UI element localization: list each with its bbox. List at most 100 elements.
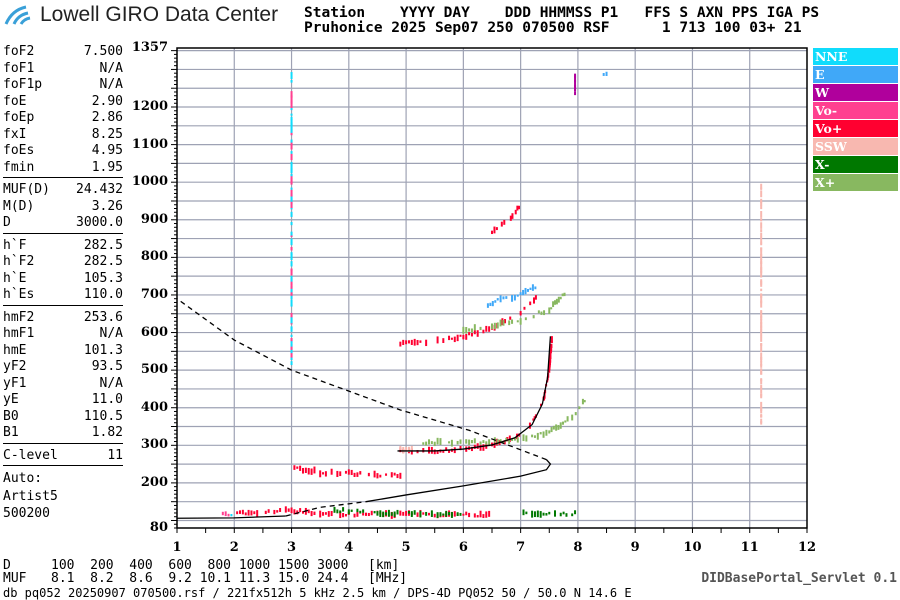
echo-point-vo xyxy=(488,326,491,332)
echo-point-ssw xyxy=(760,330,763,336)
echo-point-x xyxy=(356,508,359,513)
x-tick-label: 1 xyxy=(172,540,182,555)
echo-point-ssw xyxy=(760,218,763,222)
echo-point-x xyxy=(536,510,539,518)
muf-unit: [MHz] xyxy=(368,571,408,586)
profile-curve-solid xyxy=(397,336,552,452)
echo-point-nne xyxy=(290,322,293,325)
echo-point-nne xyxy=(290,221,293,226)
echo-point-vo xyxy=(503,440,506,445)
echo-point-x xyxy=(519,318,522,325)
x-tick-label: 6 xyxy=(458,540,468,555)
echo-point-vo xyxy=(428,446,430,454)
echo-point-vo xyxy=(273,509,276,515)
echo-point-nne xyxy=(290,72,293,80)
echo-point-vo xyxy=(399,510,402,516)
y-tick-label: 700 xyxy=(140,286,168,302)
echo-point-x xyxy=(552,301,555,308)
echo-point-nne xyxy=(290,126,293,133)
echo-point-ssw xyxy=(760,418,763,425)
echo-point-x xyxy=(508,320,511,326)
echo-point-x xyxy=(531,510,534,518)
echo-point-vo xyxy=(428,512,430,516)
echo-point-e xyxy=(496,298,499,301)
echo-point-nne xyxy=(290,187,293,190)
echo-point-nne xyxy=(290,79,293,83)
param-name: MUF(D) xyxy=(3,182,50,197)
echo-point-x xyxy=(359,510,362,514)
echo-point-x xyxy=(479,441,482,445)
param-name: B1 xyxy=(3,425,19,440)
echo-point-vo xyxy=(399,341,402,347)
echo-point-ssw xyxy=(760,329,763,333)
param-name: foF1p xyxy=(3,77,43,92)
echo-point-ssw xyxy=(760,335,763,338)
echo-point-nne xyxy=(290,103,293,109)
echo-point-vo xyxy=(473,513,476,518)
echo-point-nne xyxy=(290,326,293,332)
echo-point-x xyxy=(385,512,388,516)
echo-point-vo xyxy=(533,416,536,419)
param-hf: h`F 282.5 xyxy=(3,238,123,253)
echo-point-vo xyxy=(319,510,322,518)
param-name: foEs xyxy=(3,143,35,158)
echo-point-x xyxy=(562,511,565,515)
param-value: 282.5 xyxy=(83,254,123,269)
echo-point-x xyxy=(548,307,551,314)
echo-point-nne xyxy=(290,238,293,243)
echo-point-vo xyxy=(359,471,362,475)
param-hme: hmE 101.3 xyxy=(3,343,123,358)
echo-point-ssw xyxy=(760,204,763,210)
echo-point-x xyxy=(379,510,382,517)
echo-point-x xyxy=(542,512,545,516)
echo-point-e xyxy=(489,302,492,306)
echo-point-w xyxy=(574,84,577,88)
echo-point-nne xyxy=(290,143,293,150)
echo-point-vo xyxy=(479,510,482,518)
param-value: N/A xyxy=(99,77,123,92)
echo-point-vo xyxy=(442,338,445,343)
profile-curve-solid xyxy=(176,515,286,519)
param-value: 282.5 xyxy=(83,237,123,253)
param-foep: foEp 2.86 xyxy=(3,110,123,125)
y-tick-label: 600 xyxy=(140,324,168,340)
param-value: 11 xyxy=(107,447,123,463)
echo-point-nne xyxy=(290,277,293,282)
distance-label: D xyxy=(3,558,11,573)
echo-point-ssw xyxy=(760,258,763,265)
echo-point-ssw xyxy=(760,385,763,389)
echo-point-x xyxy=(430,441,433,444)
param-ye: yE 11.0 xyxy=(3,392,123,407)
echo-point-vo xyxy=(470,446,473,452)
param-b0: B0 110.5 xyxy=(3,409,123,424)
y-tick-label: 1357 xyxy=(131,40,168,55)
echo-point-x xyxy=(545,429,548,436)
echo-point-ssw xyxy=(760,407,763,411)
echo-point-vo xyxy=(279,508,282,512)
echo-point-ssw xyxy=(760,363,763,368)
y-tick-label: 1200 xyxy=(131,99,168,114)
echo-point-vo xyxy=(519,311,522,316)
param-name: foF2 xyxy=(3,44,35,59)
echo-point-vo xyxy=(540,403,542,407)
echo-point-nne xyxy=(290,338,293,342)
legend-item-w: W xyxy=(813,84,898,101)
echo-point-nne xyxy=(290,357,293,361)
echo-point-vo xyxy=(350,469,353,476)
autoscaling-info: Auto: xyxy=(3,471,43,486)
echo-point-ssw xyxy=(410,445,413,452)
echo-point-vo xyxy=(313,466,316,474)
echo-point-vo xyxy=(482,514,485,519)
param-value: 2.90 xyxy=(91,93,123,109)
echo-point-nne xyxy=(221,511,224,516)
param-fxi: fxI 8.25 xyxy=(3,127,123,142)
param-value: 110.5 xyxy=(83,408,123,424)
echo-point-nne xyxy=(290,161,293,166)
echo-point-vo xyxy=(299,508,302,513)
param-name: M(D) xyxy=(3,198,35,214)
echo-point-vo xyxy=(402,511,405,516)
param-foe: foE 2.90 xyxy=(3,94,123,109)
echo-point-vo xyxy=(244,512,247,516)
param-value: 24.432 xyxy=(76,182,123,197)
echo-point-vo xyxy=(319,470,322,478)
